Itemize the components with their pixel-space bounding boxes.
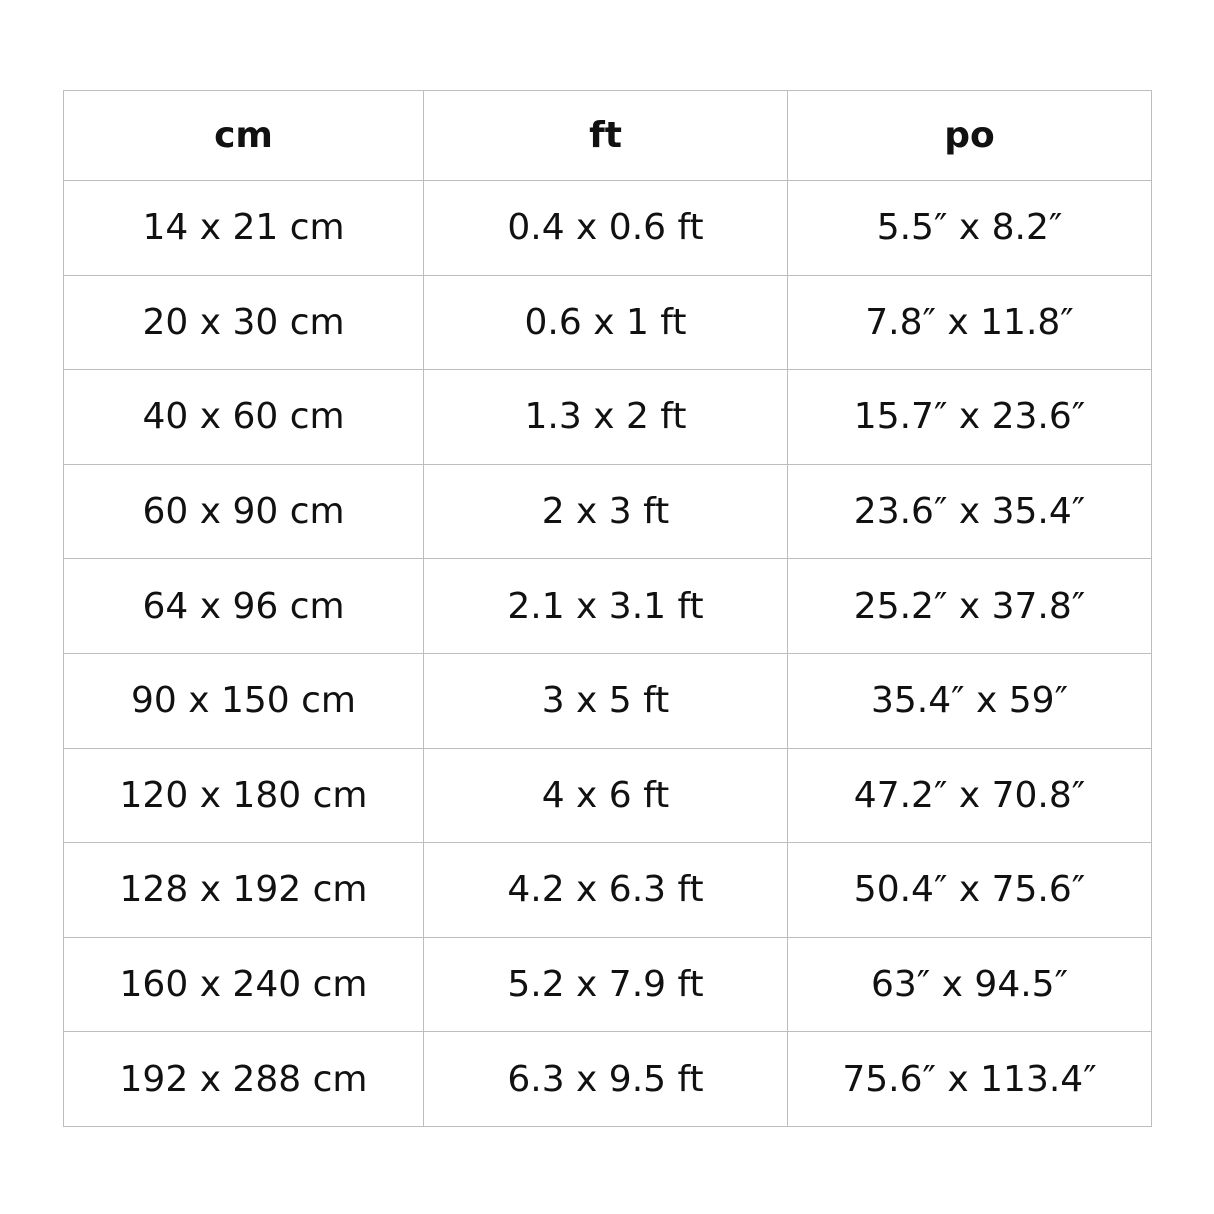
cell-po: 50.4″ x 75.6″ <box>787 842 1152 938</box>
cell-cm: 90 x 150 cm <box>63 652 424 749</box>
cell-cm: 192 x 288 cm <box>63 1031 424 1127</box>
cell-cm: 14 x 21 cm <box>63 180 424 276</box>
cell-ft: 4.2 x 6.3 ft <box>423 842 788 938</box>
header-ft: ft <box>423 90 788 181</box>
table-row: 192 x 288 cm 6.3 x 9.5 ft 75.6″ x 113.4″ <box>63 1031 1152 1127</box>
cell-po: 5.5″ x 8.2″ <box>787 180 1152 276</box>
cell-ft: 1.3 x 2 ft <box>423 369 788 465</box>
cell-ft: 6.3 x 9.5 ft <box>423 1031 788 1127</box>
cell-po: 35.4″ x 59″ <box>787 652 1152 749</box>
header-po: po <box>787 90 1152 181</box>
table-row: 128 x 192 cm 4.2 x 6.3 ft 50.4″ x 75.6″ <box>63 842 1152 938</box>
header-row: cm ft po <box>63 90 1152 181</box>
cell-po: 25.2″ x 37.8″ <box>787 558 1152 654</box>
cell-cm: 64 x 96 cm <box>63 558 424 654</box>
cell-ft: 0.6 x 1 ft <box>423 274 788 371</box>
table-row: 60 x 90 cm 2 x 3 ft 23.6″ x 35.4″ <box>63 463 1152 560</box>
table-row: 14 x 21 cm 0.4 x 0.6 ft 5.5″ x 8.2″ <box>63 180 1152 276</box>
table-row: 40 x 60 cm 1.3 x 2 ft 15.7″ x 23.6″ <box>63 369 1152 465</box>
table-row: 160 x 240 cm 5.2 x 7.9 ft 63″ x 94.5″ <box>63 936 1152 1033</box>
cell-po: 23.6″ x 35.4″ <box>787 463 1152 560</box>
cell-cm: 128 x 192 cm <box>63 842 424 938</box>
cell-cm: 20 x 30 cm <box>63 274 424 371</box>
cell-po: 7.8″ x 11.8″ <box>787 274 1152 371</box>
cell-ft: 0.4 x 0.6 ft <box>423 180 788 276</box>
cell-po: 47.2″ x 70.8″ <box>787 747 1152 844</box>
cell-po: 63″ x 94.5″ <box>787 936 1152 1033</box>
cell-ft: 2 x 3 ft <box>423 463 788 560</box>
table-row: 20 x 30 cm 0.6 x 1 ft 7.8″ x 11.8″ <box>63 274 1152 371</box>
cell-po: 15.7″ x 23.6″ <box>787 369 1152 465</box>
cell-cm: 40 x 60 cm <box>63 369 424 465</box>
header-cm: cm <box>63 90 424 181</box>
cell-ft: 3 x 5 ft <box>423 652 788 749</box>
table-row: 90 x 150 cm 3 x 5 ft 35.4″ x 59″ <box>63 652 1152 749</box>
cell-ft: 2.1 x 3.1 ft <box>423 558 788 654</box>
cell-cm: 60 x 90 cm <box>63 463 424 560</box>
cell-ft: 5.2 x 7.9 ft <box>423 936 788 1033</box>
table-row: 120 x 180 cm 4 x 6 ft 47.2″ x 70.8″ <box>63 747 1152 844</box>
table-row: 64 x 96 cm 2.1 x 3.1 ft 25.2″ x 37.8″ <box>63 558 1152 654</box>
cell-cm: 160 x 240 cm <box>63 936 424 1033</box>
cell-po: 75.6″ x 113.4″ <box>787 1031 1152 1127</box>
size-conversion-table: cm ft po 14 x 21 cm 0.4 x 0.6 ft 5.5″ x 8.… <box>63 90 1152 1127</box>
cell-ft: 4 x 6 ft <box>423 747 788 844</box>
cell-cm: 120 x 180 cm <box>63 747 424 844</box>
